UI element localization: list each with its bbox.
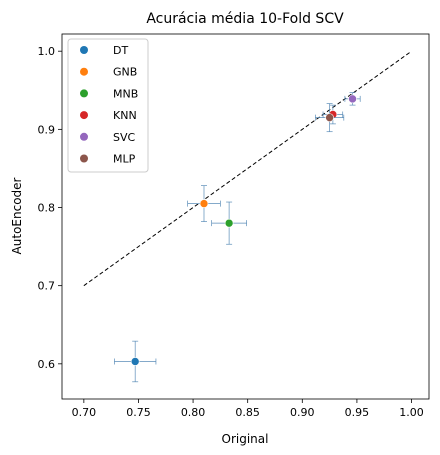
legend-marker-mnb xyxy=(80,89,88,98)
x-tick-label: 0.90 xyxy=(290,406,315,419)
y-tick-label: 1.0 xyxy=(38,45,56,58)
legend-label-dt: DT xyxy=(113,44,128,57)
y-tick-label: 0.7 xyxy=(38,280,56,293)
point-mlp xyxy=(325,113,334,122)
legend-marker-dt xyxy=(80,46,88,54)
x-tick-label: 0.80 xyxy=(181,406,206,419)
point-group-mlp xyxy=(315,103,345,133)
point-group-svc xyxy=(344,92,361,106)
point-dt xyxy=(130,357,140,366)
legend-marker-gnb xyxy=(80,67,88,76)
legend-label-svc: SVC xyxy=(113,131,136,144)
point-mnb xyxy=(224,218,234,228)
legend: DT GNB MNB KNN SVC MLP xyxy=(67,38,149,173)
x-tick-label: 1.00 xyxy=(399,406,424,419)
x-axis: 0.70 0.75 0.80 0.85 0.90 0.95 1.00 xyxy=(72,399,424,419)
point-group-gnb xyxy=(187,185,221,222)
legend-label-gnb: GNB xyxy=(113,66,137,79)
y-tick-label: 0.8 xyxy=(38,202,56,215)
legend-box xyxy=(67,38,149,173)
point-group-dt xyxy=(114,340,157,383)
x-tick-label: 0.85 xyxy=(235,406,260,419)
legend-label-mnb: MNB xyxy=(113,87,138,100)
point-group-mnb xyxy=(211,201,247,245)
x-tick-label: 0.95 xyxy=(345,406,370,419)
x-axis-label: Original xyxy=(222,432,269,446)
legend-label-mlp: MLP xyxy=(113,153,136,166)
x-tick-label: 0.75 xyxy=(126,406,151,419)
x-tick-label: 0.70 xyxy=(72,406,97,419)
point-svc xyxy=(348,94,357,104)
y-axis-label: AutoEncoder xyxy=(10,177,24,254)
y-tick-label: 0.6 xyxy=(38,358,56,371)
identity-reference-line xyxy=(83,50,412,287)
legend-marker-mlp xyxy=(80,154,88,163)
legend-marker-knn xyxy=(80,111,88,120)
data-points xyxy=(114,92,361,383)
chart-title: Acurácia média 10-Fold SCV xyxy=(146,11,344,27)
y-axis: 0.6 0.7 0.8 0.9 1.0 xyxy=(38,45,62,371)
point-gnb xyxy=(199,199,209,208)
y-tick-label: 0.9 xyxy=(38,123,56,136)
legend-marker-svc xyxy=(80,132,88,141)
legend-label-knn: KNN xyxy=(113,109,137,122)
